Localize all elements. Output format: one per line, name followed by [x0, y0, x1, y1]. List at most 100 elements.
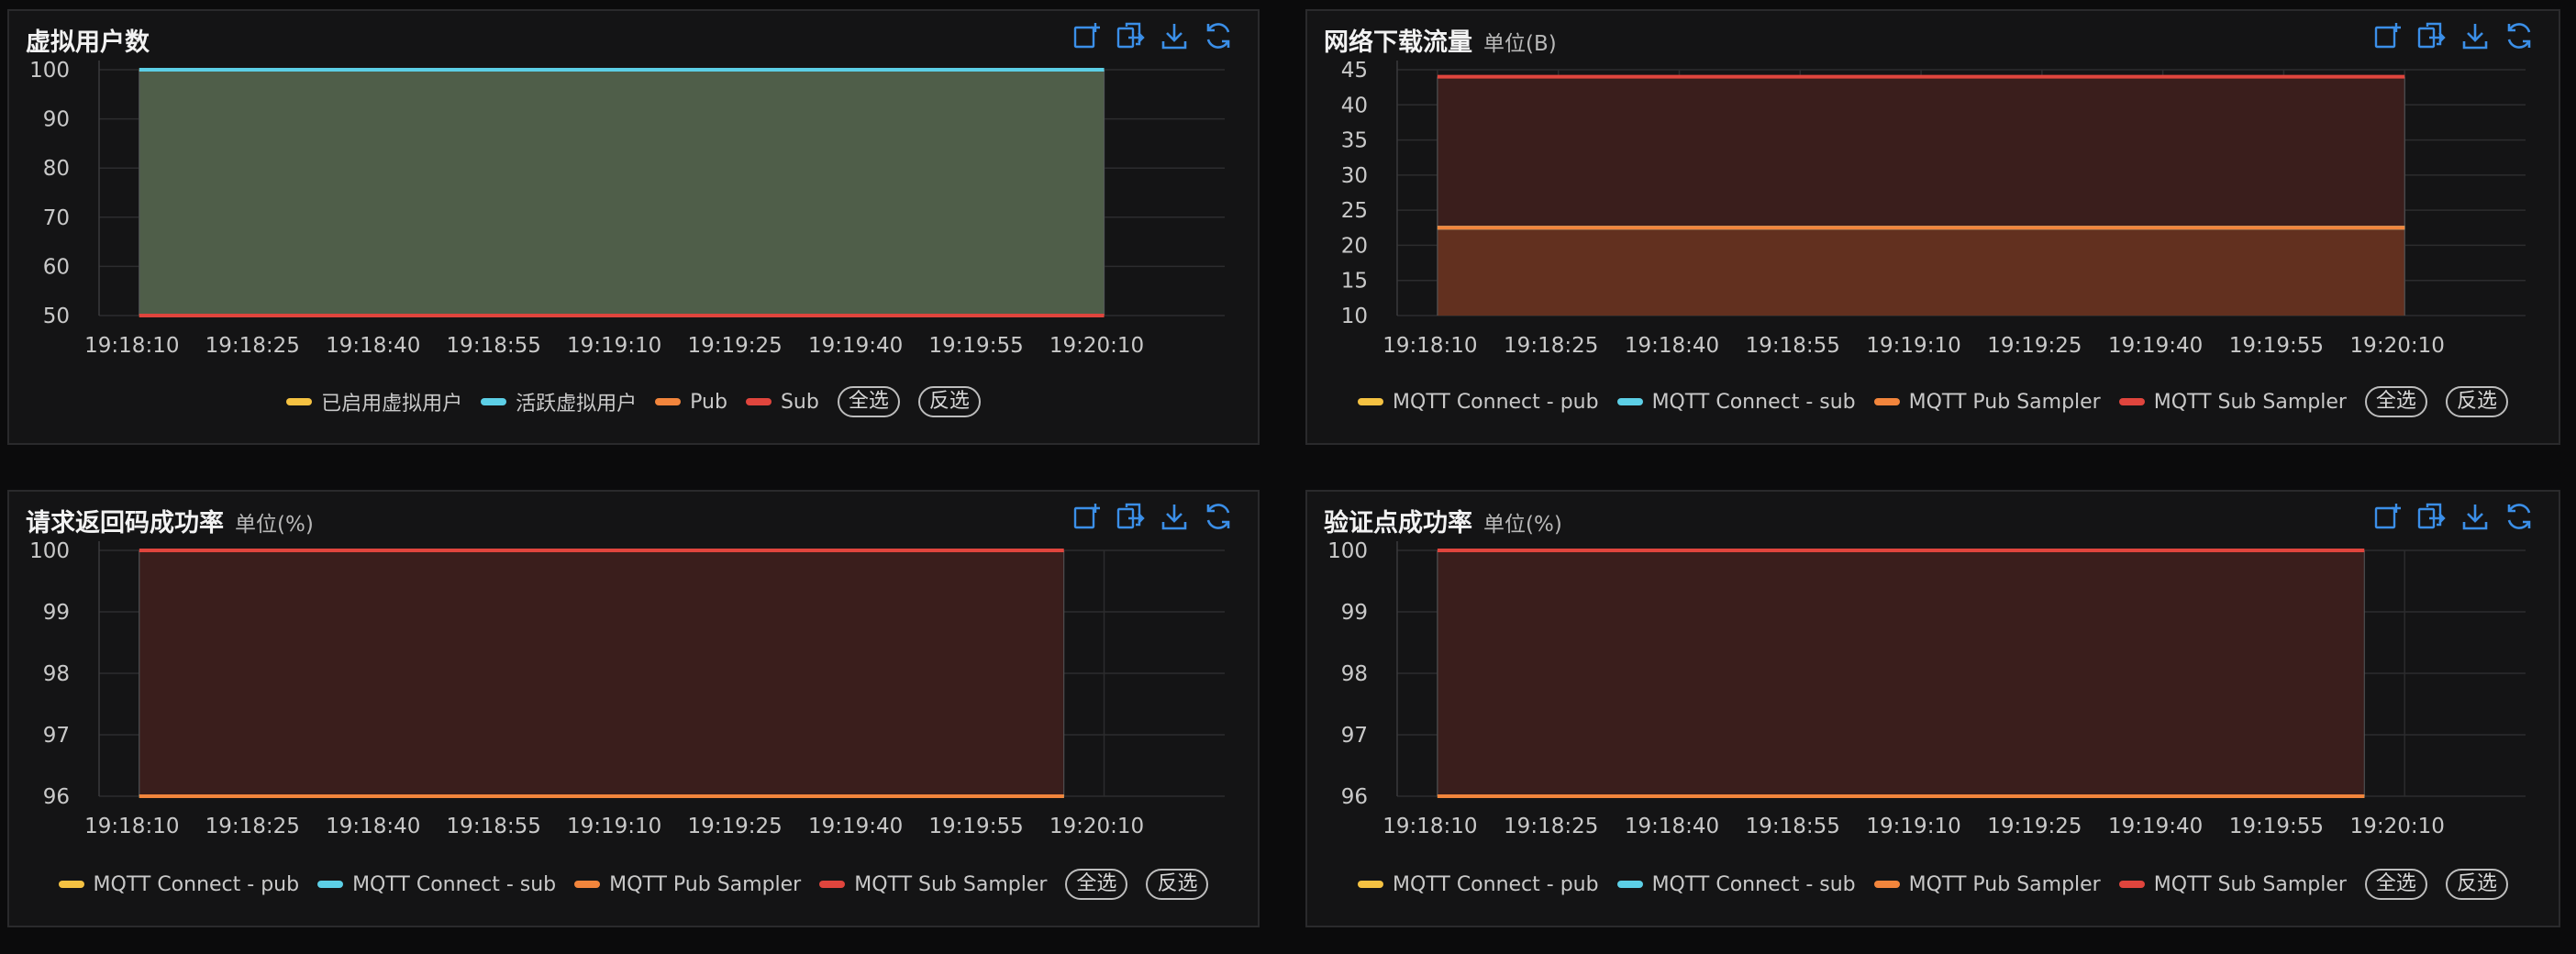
y-tick-label: 50 [43, 305, 70, 328]
legend-item-pub-sampler[interactable]: MQTT Pub Sampler [1873, 873, 2101, 896]
download-button[interactable] [2459, 501, 2491, 532]
legend-item-sub-sampler[interactable]: MQTT Sub Sampler [2118, 873, 2347, 896]
legend-swatch [286, 398, 313, 405]
y-tick-label: 15 [1341, 270, 1368, 294]
refresh-button[interactable] [2504, 20, 2535, 51]
legend-item-sub-sampler[interactable]: MQTT Sub Sampler [819, 873, 1047, 896]
chart-virtual-users: 50 60 70 80 90 100 19:18:10 19:18:25 19:18:40 19:… [29, 59, 1225, 358]
x-tick-label: 19:20:10 [2350, 334, 2445, 358]
legend-label: MQTT Connect - sub [1651, 390, 1856, 414]
legend-item-connect-sub[interactable]: MQTT Connect - sub [1616, 873, 1856, 896]
legend-label: Pub [690, 390, 727, 414]
legend-label: Sub [780, 390, 819, 414]
refresh-button[interactable] [1203, 20, 1234, 51]
add-widget-icon [2374, 504, 2401, 529]
export-icon [1116, 503, 1145, 529]
legend-item-active-vusers[interactable]: 活跃虚拟用户 [481, 387, 637, 416]
legend-swatch [2118, 398, 2145, 405]
add-widget-icon [1073, 23, 1100, 49]
select-all-button[interactable]: 全选 [837, 386, 900, 417]
invert-selection-button[interactable]: 反选 [2445, 386, 2508, 417]
download-button[interactable] [1159, 20, 1190, 51]
legend-item-connect-sub[interactable]: MQTT Connect - sub [1616, 390, 1856, 414]
chart-checkpoint-success: 96 97 98 99 100 19:18:10 19:18:25 19:18:40 19:18… [1327, 539, 2526, 838]
legend-label: MQTT Sub Sampler [854, 872, 1048, 896]
export-button[interactable] [1115, 501, 1146, 532]
add-widget-button[interactable] [2371, 501, 2403, 532]
chart-legend: MQTT Connect - pub MQTT Connect - sub MQ… [1307, 869, 2559, 900]
legend-item-pub[interactable]: Pub [655, 391, 727, 414]
y-tick-label: 99 [43, 601, 70, 625]
invert-selection-button[interactable]: 反选 [2445, 869, 2508, 900]
legend-item-sub[interactable]: Sub [745, 390, 819, 414]
invert-selection-button[interactable]: 反选 [1146, 869, 1209, 900]
select-all-button[interactable]: 全选 [2364, 386, 2427, 417]
legend-item-connect-pub[interactable]: MQTT Connect - pub [1358, 391, 1599, 414]
legend-item-pub-sampler[interactable]: MQTT Pub Sampler [574, 873, 801, 896]
legend-swatch [1358, 881, 1384, 888]
refresh-icon [1206, 504, 1230, 529]
y-tick-label: 80 [43, 157, 70, 181]
area-fill [139, 70, 1105, 316]
y-tick-label: 100 [29, 539, 70, 563]
panel-unit: 单位(%) [1483, 513, 1562, 537]
add-widget-icon [1073, 504, 1100, 529]
y-tick-label: 98 [1341, 662, 1368, 686]
legend-item-pub-sampler[interactable]: MQTT Pub Sampler [1873, 391, 2101, 414]
panel-unit: 单位(%) [235, 513, 314, 537]
y-tick-label: 45 [1341, 59, 1368, 83]
legend-item-enabled-vusers[interactable]: 已启用虚拟用户 [286, 387, 462, 416]
export-button[interactable] [1115, 20, 1146, 51]
add-widget-button[interactable] [2371, 20, 2403, 51]
panel-header: 请求返回码成功率 单位(%) [26, 503, 314, 543]
select-all-button[interactable]: 全选 [2364, 869, 2427, 900]
chart-legend: MQTT Connect - pub MQTT Connect - sub MQ… [9, 869, 1258, 900]
x-tick-label: 19:18:10 [1382, 334, 1477, 358]
legend-item-connect-pub[interactable]: MQTT Connect - pub [1358, 873, 1599, 896]
legend-item-sub-sampler[interactable]: MQTT Sub Sampler [2118, 391, 2347, 414]
add-widget-button[interactable] [1071, 20, 1102, 51]
x-tick-label: 19:19:25 [1987, 815, 2082, 838]
x-tick-label: 19:18:10 [84, 334, 179, 358]
x-tick-label: 19:19:55 [928, 334, 1023, 358]
x-tick-label: 19:18:25 [1504, 334, 1598, 358]
x-tick-label: 19:19:25 [687, 334, 782, 358]
y-tick-label: 96 [43, 785, 70, 809]
add-widget-button[interactable] [1071, 501, 1102, 532]
x-tick-label: 19:18:40 [326, 815, 420, 838]
x-tick-label: 19:19:10 [1866, 815, 1960, 838]
refresh-button[interactable] [2504, 501, 2535, 532]
x-tick-label: 19:20:10 [1049, 334, 1144, 358]
y-tick-label: 100 [1327, 539, 1368, 563]
x-tick-label: 19:20:10 [2350, 815, 2445, 838]
legend-swatch [655, 398, 682, 405]
export-button[interactable] [2415, 20, 2447, 51]
export-button[interactable] [2415, 501, 2447, 532]
panel-unit: 单位(B) [1483, 32, 1557, 56]
legend-item-connect-pub[interactable]: MQTT Connect - pub [58, 873, 299, 896]
legend-label: MQTT Connect - pub [1393, 390, 1599, 414]
x-tick-label: 19:19:10 [567, 334, 661, 358]
y-tick-label: 97 [1341, 724, 1368, 748]
invert-selection-button[interactable]: 反选 [917, 386, 981, 417]
legend-swatch [1873, 398, 1900, 405]
select-all-button[interactable]: 全选 [1065, 869, 1128, 900]
refresh-icon [2507, 23, 2531, 49]
y-tick-label: 96 [1341, 785, 1368, 809]
y-tick-label: 25 [1341, 199, 1368, 223]
y-tick-label: 30 [1341, 164, 1368, 188]
refresh-icon [2507, 504, 2531, 529]
download-button[interactable] [1159, 501, 1190, 532]
legend-item-connect-sub[interactable]: MQTT Connect - sub [317, 873, 556, 896]
y-tick-label: 99 [1341, 601, 1368, 625]
x-tick-label: 19:18:10 [1382, 815, 1477, 838]
panel-toolbar [1071, 20, 1234, 51]
panel-header: 虚拟用户数 [26, 22, 161, 62]
download-button[interactable] [2459, 20, 2491, 51]
x-tick-label: 19:19:40 [2108, 815, 2203, 838]
refresh-button[interactable] [1203, 501, 1234, 532]
x-tick-label: 19:18:40 [326, 334, 420, 358]
legend-swatch [317, 881, 344, 888]
x-tick-label: 19:18:25 [205, 815, 300, 838]
legend-swatch [1616, 881, 1643, 888]
